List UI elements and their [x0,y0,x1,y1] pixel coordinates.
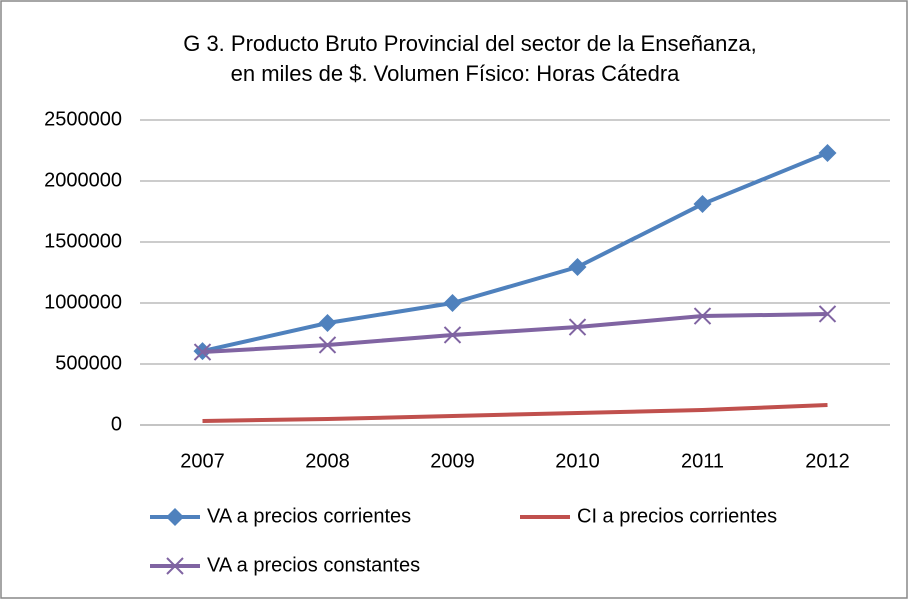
marker [318,314,337,333]
x-tick-label: 2008 [305,450,350,472]
legend-label: CI a precios corrientes [577,505,777,527]
x-tick-label: 2010 [555,450,600,472]
marker [693,195,712,214]
marker [818,143,837,162]
marker [318,336,337,354]
x-tick-label: 2012 [805,450,850,472]
marker [568,258,587,277]
x-tick-label: 2011 [681,450,724,472]
legend-label: VA a precios corrientes [207,505,411,527]
marker [568,318,587,336]
marker [193,343,212,361]
y-tick-label: 2500000 [44,108,122,130]
legend-marker [166,557,184,575]
legend-marker [166,508,184,526]
legend-label: VA a precios constantes [207,554,420,576]
marker [818,305,837,323]
y-tick-label: 1000000 [44,291,122,313]
y-tick-label: 2000000 [44,169,122,191]
marker [443,326,462,344]
series-line [202,311,828,355]
x-tick-label: 2007 [180,450,225,472]
series-line [202,151,829,354]
chart-title: G 3. Producto Bruto Provincial del secto… [183,31,757,56]
y-tick-label: 1500000 [44,230,122,252]
x-tick-label: 2009 [430,450,475,472]
series-line [202,402,828,423]
marker [443,294,462,312]
y-tick-label: 0 [111,413,122,435]
marker [693,307,712,325]
chart-title: en miles de $. Volumen Físico: Horas Cát… [231,61,681,86]
y-tick-label: 500000 [55,352,122,374]
